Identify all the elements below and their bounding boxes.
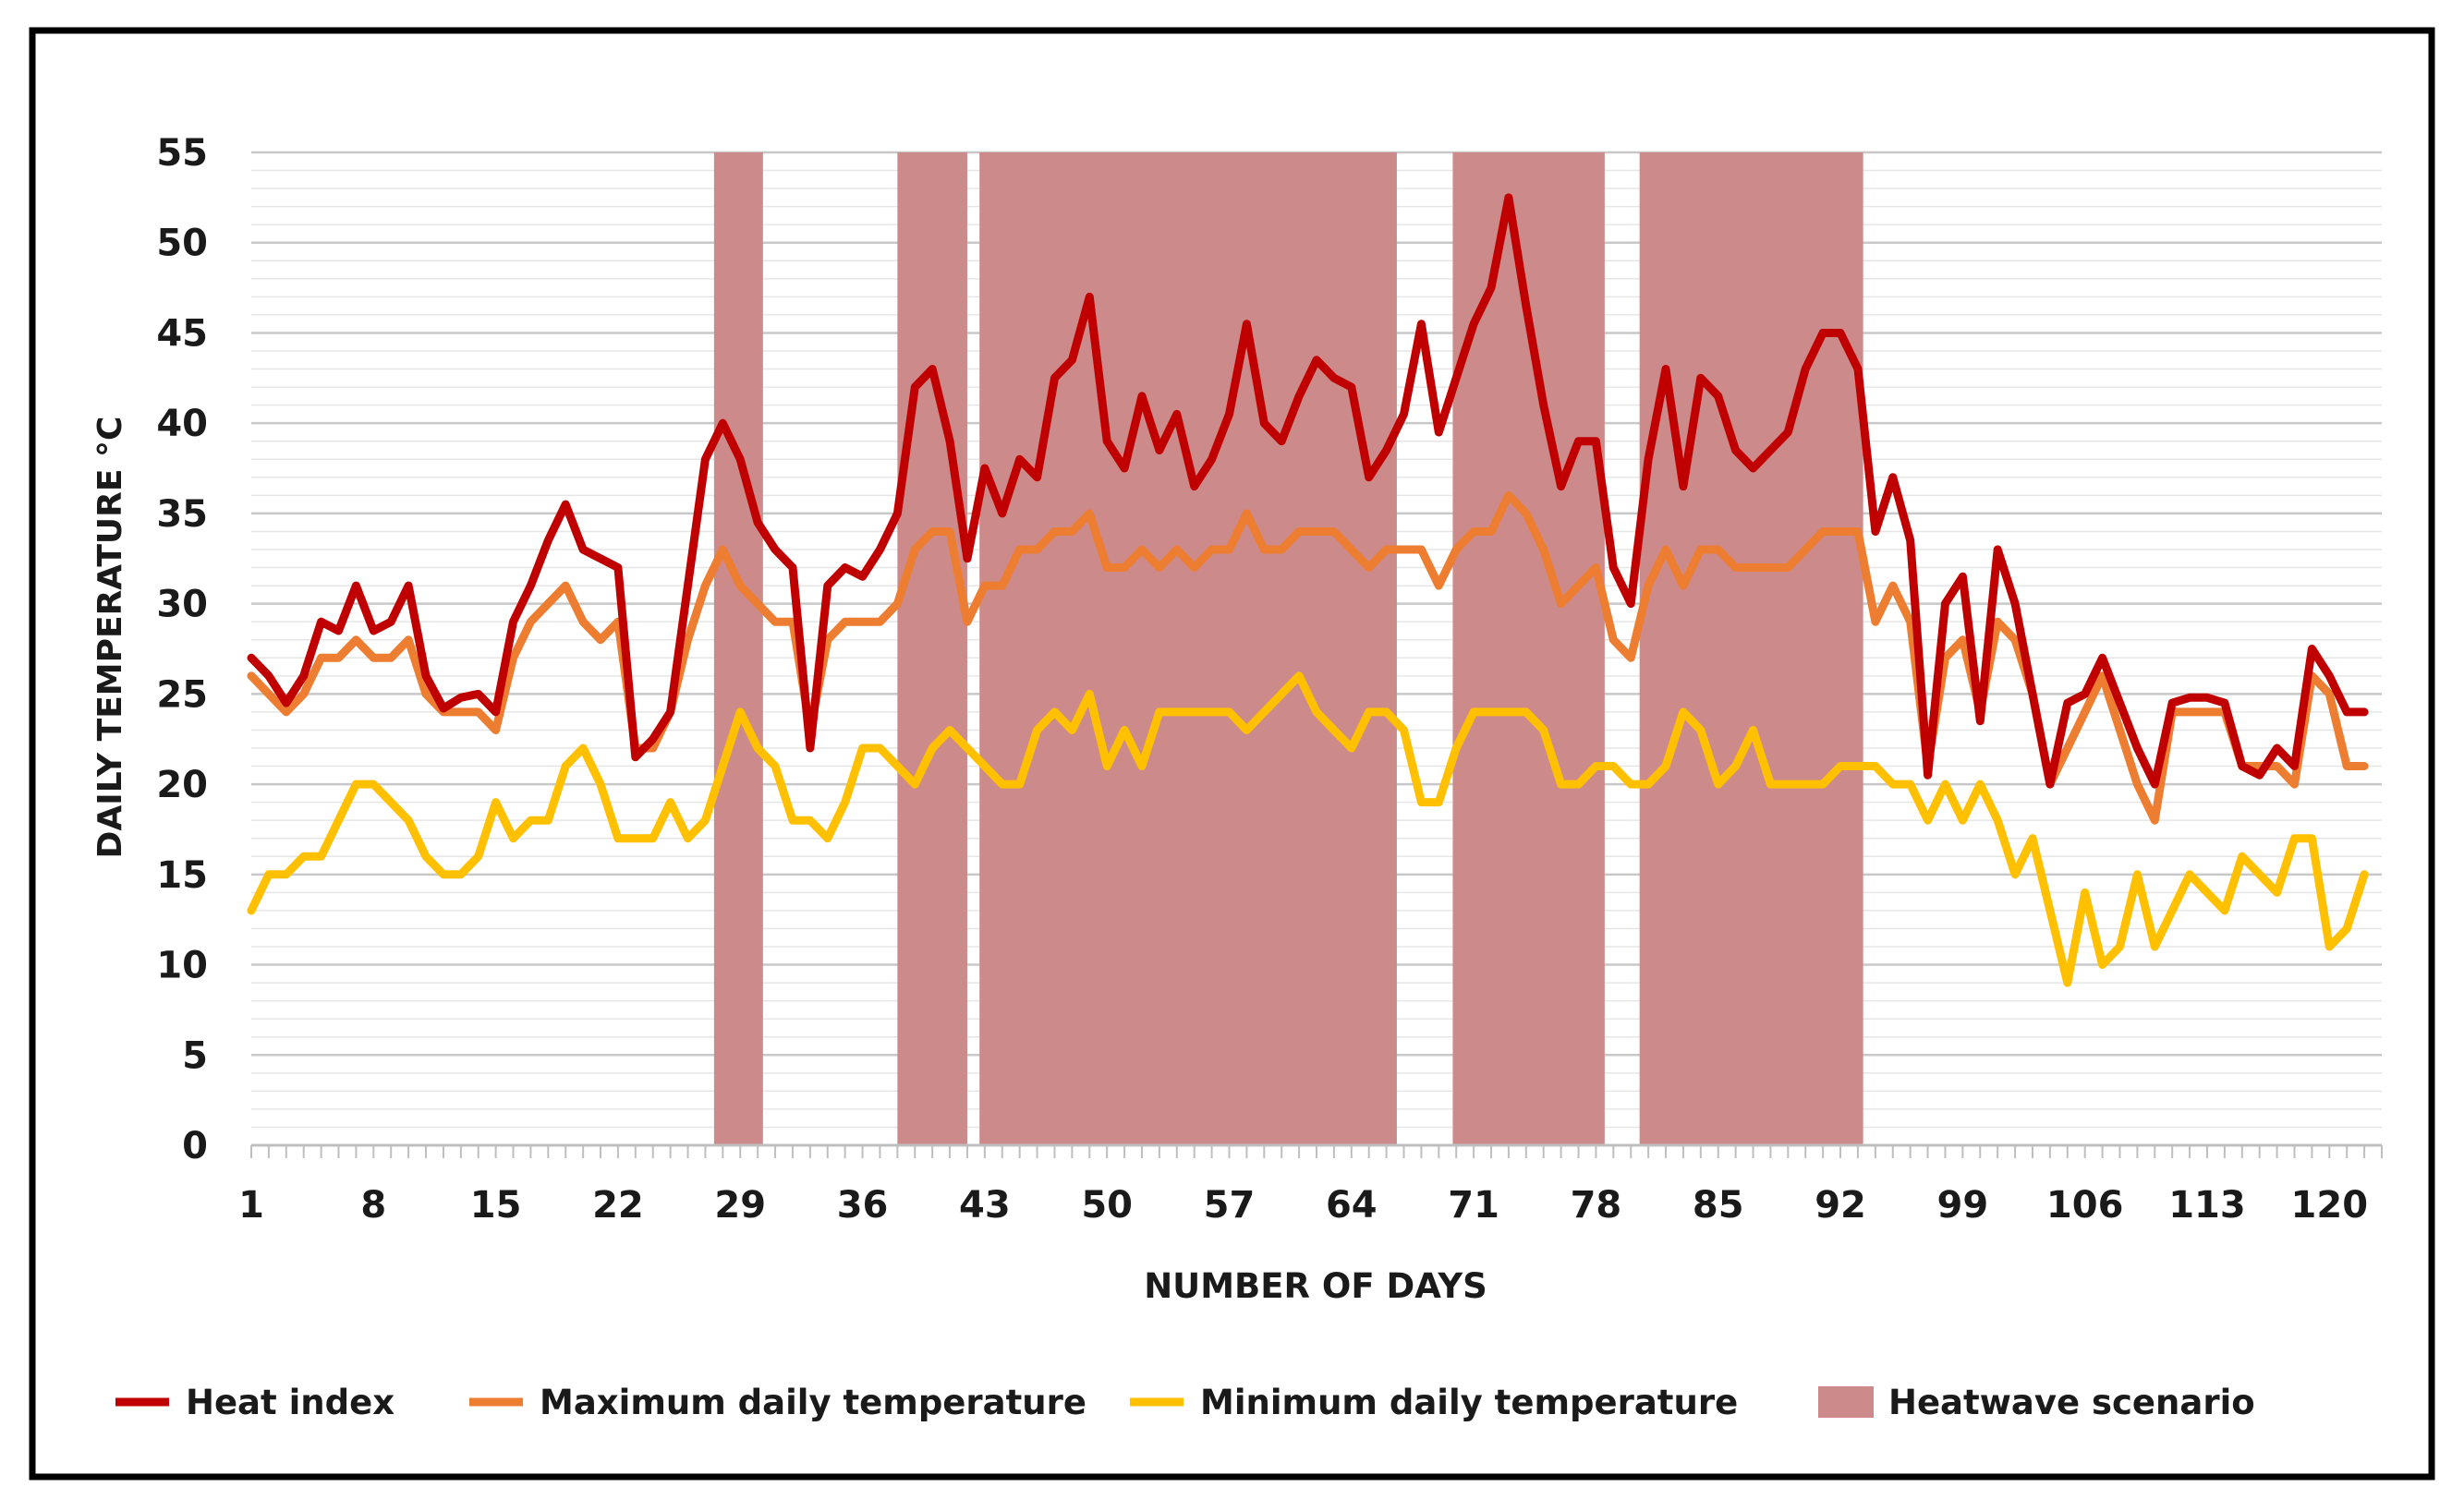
series-line-maximum-daily-temperature: [247, 490, 2369, 825]
x-tick-label: 57: [1204, 1184, 1256, 1227]
x-tick-label: 29: [714, 1184, 766, 1227]
x-tick-label: 64: [1326, 1184, 1378, 1227]
legend-label: Heat index: [186, 1383, 394, 1422]
series-line-minimum-daily-temperature: [247, 671, 2369, 987]
y-tick-label: 30: [156, 584, 208, 626]
y-tick-label: 25: [156, 673, 208, 716]
x-tick-label: 1: [238, 1184, 264, 1227]
legend-label: Maximum daily temperature: [540, 1383, 1086, 1422]
y-tick-label: 5: [182, 1034, 208, 1077]
tick-labels: 0 5 10 15 20 25 30 35 40 45 50 55 1 8 15 22 29 36 43 50 57 64…: [156, 132, 2368, 1227]
legend-label: Minimum daily temperature: [1200, 1383, 1738, 1422]
legend-label: Heatwave scenario: [1888, 1383, 2255, 1422]
series-line-heat-index: [247, 193, 2369, 789]
x-tick-label: 92: [1815, 1184, 1866, 1227]
x-tick-label: 78: [1571, 1184, 1622, 1227]
legend: Heat index Maximum daily temperature Minim…: [115, 1383, 2255, 1422]
heatwave-bands: [713, 152, 1863, 1145]
x-tick-label: 85: [1693, 1184, 1744, 1227]
y-tick-label: 10: [156, 945, 208, 987]
x-tick-label: 15: [470, 1184, 522, 1227]
x-tick-label: 50: [1081, 1184, 1133, 1227]
y-tick-label: 50: [156, 223, 208, 265]
x-tick-label: 36: [837, 1184, 889, 1227]
x-tick-label: 43: [959, 1184, 1011, 1227]
legend-swatch: [1818, 1386, 1874, 1418]
heatwave-band: [897, 152, 967, 1145]
y-tick-label: 45: [156, 312, 208, 355]
x-tick-label: 8: [360, 1184, 386, 1227]
y-tick-label: 20: [156, 764, 208, 806]
y-axis-title: DAILY TEMPERATURE °C: [91, 417, 129, 859]
x-tick-label: 106: [2046, 1184, 2124, 1227]
heatwave-band: [979, 152, 1397, 1145]
x-tick-label: 113: [2168, 1184, 2246, 1227]
x-tick-label: 22: [592, 1184, 644, 1227]
y-tick-label: 40: [156, 403, 208, 445]
x-tick-label: 120: [2291, 1184, 2369, 1227]
heatwave-band: [713, 152, 763, 1145]
x-axis-title: NUMBER OF DAYS: [1144, 1266, 1487, 1306]
y-tick-label: 55: [156, 132, 208, 175]
y-tick-label: 0: [182, 1125, 208, 1167]
x-tick-label: 99: [1937, 1184, 1989, 1227]
y-tick-label: 35: [156, 493, 208, 536]
axes: [250, 1143, 2383, 1158]
x-tick-label: 71: [1448, 1184, 1499, 1227]
heatwave-band: [1639, 152, 1863, 1145]
series-lines: [247, 193, 2369, 987]
y-tick-label: 15: [156, 854, 208, 897]
